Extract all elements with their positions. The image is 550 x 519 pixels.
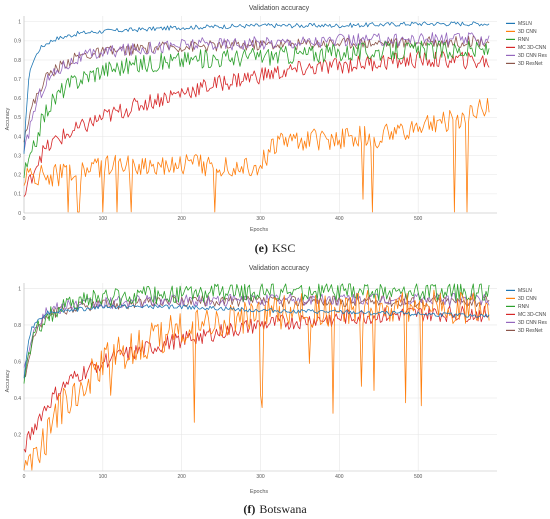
legend-label: 3D CNN [518, 29, 537, 35]
legend: MSLN 3D CNN RNN MC 3D-CNN 3D CNN Res 3D ResNe… [506, 288, 547, 334]
legend-label: MC 3D-CNN [518, 312, 546, 318]
y-axis-label: Accuracy [5, 107, 11, 130]
legend-label: 3D ResNet [518, 328, 543, 334]
x-tick-label: 200 [177, 216, 186, 222]
series-line [23, 32, 490, 152]
series-line [23, 35, 490, 143]
series-lines [23, 283, 490, 471]
x-tick-label: 0 [23, 474, 26, 480]
y-tick-label: 0.5 [14, 115, 21, 121]
legend-label: RNN [518, 37, 529, 43]
legend: MSLN 3D CNN RNN MC 3D-CNN 3D CNN Res 3D ResNe… [506, 21, 547, 67]
chart-title: Validation accuracy [249, 5, 310, 12]
y-tick-label: 1 [18, 286, 21, 292]
legend-label: 3D CNN Res [518, 53, 547, 59]
y-tick-label: 0.1 [14, 192, 21, 198]
caption: (e) KSC [255, 241, 296, 255]
caption: (f) Botswana [243, 502, 307, 516]
y-tick-label: 0.2 [14, 432, 21, 438]
y-tick-label: 1 [18, 20, 21, 26]
y-tick-label: 0.4 [14, 134, 21, 140]
caption-name: Botswana [259, 502, 307, 516]
x-tick-label: 500 [414, 474, 423, 480]
legend-label: RNN [518, 304, 529, 310]
legend-label: MSLN [518, 21, 532, 27]
y-axis-label: Accuracy [5, 369, 11, 392]
legend-label: MC 3D-CNN [518, 45, 546, 51]
legend-label: 3D CNN Res [518, 320, 547, 326]
y-tick-label: 0.9 [14, 39, 21, 45]
y-tick-label: 0.7 [14, 77, 21, 83]
tick-labels: 0.2 0.4 0.6 0.8 1 0 100 200 300 400 500 [14, 286, 423, 480]
y-tick-label: 0.6 [14, 359, 21, 365]
caption-letter: (e) [255, 241, 268, 255]
x-tick-label: 500 [414, 216, 423, 222]
y-tick-label: 0.3 [14, 153, 21, 159]
series-line [23, 98, 490, 213]
x-tick-label: 400 [335, 216, 344, 222]
series-lines [23, 21, 490, 213]
legend-label: 3D CNN [518, 296, 537, 302]
series-line [23, 21, 490, 154]
series-line [23, 305, 490, 453]
botswana-chart: Validation accuracy 0.2 0.4 0.6 0.8 1 0 100 200… [5, 265, 547, 516]
tick-labels: 0 0.1 0.2 0.3 0.4 0.5 0.6 0.7 0.8 0.9 1 0 100 200 300 4… [14, 20, 423, 222]
series-line [23, 289, 490, 471]
legend-label: MSLN [518, 288, 532, 294]
x-tick-label: 100 [99, 216, 108, 222]
x-tick-label: 400 [335, 474, 344, 480]
x-tick-label: 300 [256, 216, 265, 222]
y-tick-label: 0.8 [14, 58, 21, 64]
x-tick-label: 300 [256, 474, 265, 480]
x-axis-label: Epochs [250, 227, 269, 233]
x-tick-label: 0 [23, 216, 26, 222]
x-tick-label: 100 [99, 474, 108, 480]
ksc-chart: Validation accuracy 00.10.20.30.40.50.60… [5, 5, 547, 255]
series-line [23, 40, 490, 178]
caption-letter: (f) [243, 502, 255, 516]
series-line [23, 304, 490, 379]
x-axis-label: Epochs [250, 489, 269, 495]
series-line [23, 51, 490, 197]
y-tick-label: 0.2 [14, 173, 21, 179]
caption-name: KSC [272, 241, 295, 255]
y-tick-label: 0.8 [14, 323, 21, 329]
y-tick-label: 0.6 [14, 96, 21, 102]
series-line [23, 283, 490, 384]
y-tick-label: 0 [18, 211, 21, 217]
chart-title: Validation accuracy [249, 265, 310, 272]
y-tick-label: 0.4 [14, 396, 21, 402]
legend-label: 3D ResNet [518, 61, 543, 67]
x-tick-label: 200 [177, 474, 186, 480]
